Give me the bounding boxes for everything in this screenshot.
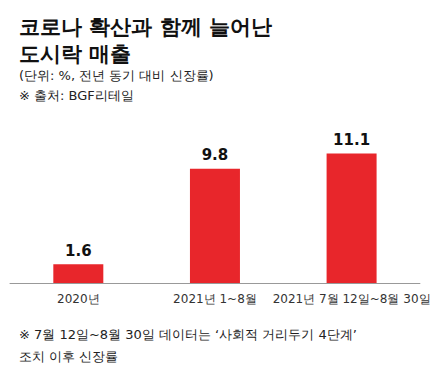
svg-text:11.1: 11.1: [333, 131, 370, 149]
svg-text:코로나 확산과 함께 늘어난: 코로나 확산과 함께 늘어난: [19, 15, 272, 39]
svg-text:9.8: 9.8: [202, 146, 229, 164]
svg-text:※ 출처: BGF리테일: ※ 출처: BGF리테일: [19, 88, 134, 103]
svg-text:1.6: 1.6: [65, 242, 92, 260]
svg-text:2021년 1~8월: 2021년 1~8월: [173, 292, 257, 306]
svg-text:도시락 매출: 도시락 매출: [19, 42, 131, 66]
svg-text:2020년: 2020년: [57, 292, 100, 306]
svg-text:(단위: %, 전년 동기 대비 신장률): (단위: %, 전년 동기 대비 신장률): [19, 68, 214, 83]
svg-text:조치 이후 신장률: 조치 이후 신장률: [19, 349, 118, 364]
svg-text:2021년 7월 12일~8월 30일: 2021년 7월 12일~8월 30일: [273, 292, 431, 306]
svg-text:※ 7월 12일~8월 30일 데이터는 ‘사회적 거리두기: ※ 7월 12일~8월 30일 데이터는 ‘사회적 거리두기 4단계’: [19, 327, 357, 342]
